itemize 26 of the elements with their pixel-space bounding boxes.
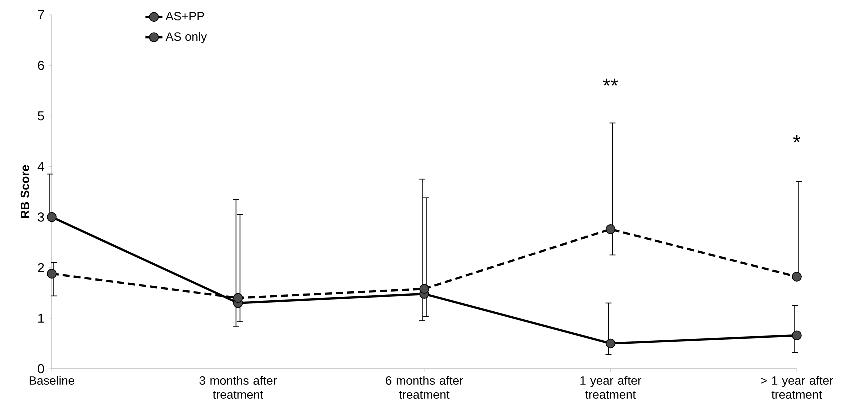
y-tick-label: 0 <box>38 364 44 374</box>
y-tick-label: 2 <box>38 263 44 272</box>
point <box>792 272 802 282</box>
point <box>606 224 616 234</box>
x-tick-label: > 1 year after treatment <box>761 376 834 400</box>
annotation: * <box>793 136 801 143</box>
legend-label: AS only <box>166 32 208 44</box>
legend-label: AS+PP <box>166 12 204 21</box>
y-tick-label: 7 <box>38 10 44 20</box>
x-tick-label: 1 year after treatment <box>580 376 642 400</box>
y-tick-label: 3 <box>38 212 44 222</box>
y-tick-label: 1 <box>38 314 44 323</box>
x-tick-label: Baseline <box>30 376 74 386</box>
x-tick-label: 3 months after treatment <box>200 376 278 400</box>
x-tick-label: 6 months after treatment <box>386 376 464 400</box>
point <box>420 284 430 294</box>
point <box>792 330 802 341</box>
annotation: ** <box>603 78 618 86</box>
y-axis-title: RB Score <box>20 165 30 218</box>
point <box>47 269 57 279</box>
point <box>233 293 244 304</box>
y-tick-label: 4 <box>38 162 44 172</box>
point <box>606 338 616 349</box>
y-tick-label: 5 <box>38 112 44 121</box>
y-tick-label: 6 <box>38 60 44 70</box>
point <box>47 212 57 222</box>
